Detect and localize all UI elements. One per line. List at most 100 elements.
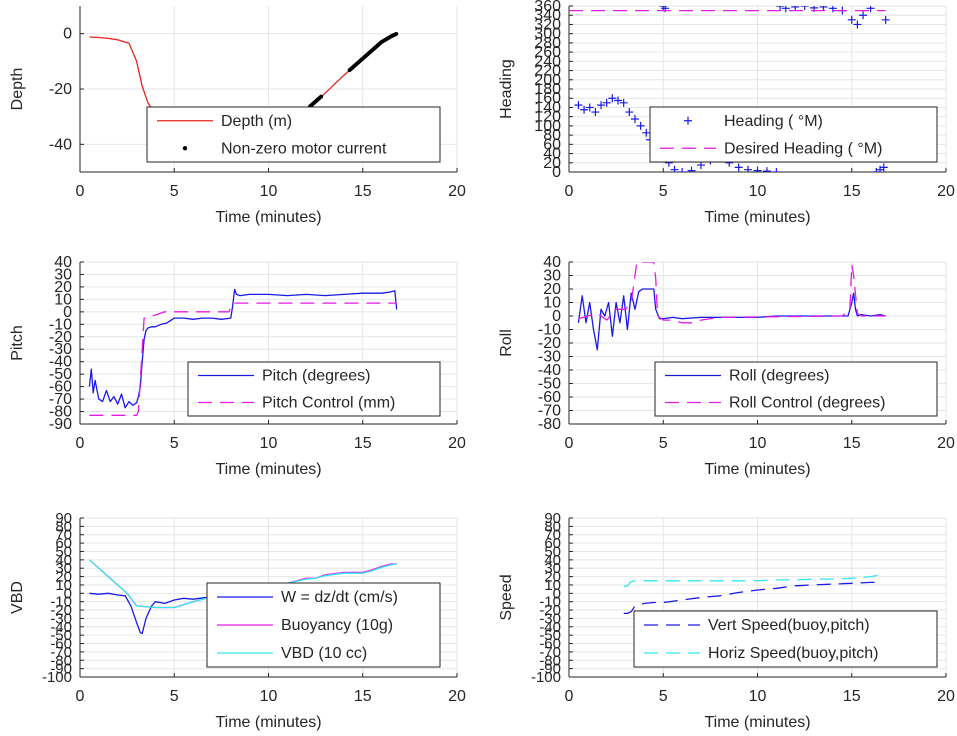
series-2-line [623,574,881,588]
y-tick-label: 20 [543,155,561,172]
data-point [608,94,617,103]
chart-panel-4: 0 5 10 15 20403020100-10-20-30-40-50-60-70-8… [498,254,955,478]
data-point [319,94,324,99]
legend-label: Horiz Speed(buoy,pitch) [708,645,878,662]
data-point [619,98,628,107]
y-tick-label: 10 [544,577,561,594]
y-tick-label: -30 [50,610,72,627]
y-tick-label: -30 [538,349,561,366]
y-tick-label: 60 [55,535,72,552]
legend-label: Pitch (degrees) [262,368,371,385]
y-tick-label: -70 [50,644,72,661]
y-tick-label: 90 [55,510,72,527]
y-tick-label: 320 [534,16,561,33]
data-point [772,168,781,172]
legend-box [654,361,938,417]
y-tick-label: 80 [55,518,72,535]
y-axis-label: Heading [498,59,515,119]
y-tick-label: 280 [534,35,561,52]
data-point [630,114,639,123]
data-point [819,6,828,11]
data-point [580,105,589,114]
series-group [577,262,886,351]
y-tick-label: 40 [54,254,72,271]
x-axis-label: Time (minutes) [704,209,810,226]
legend: Roll (degrees) Roll Control (degrees) [654,361,938,417]
y-tick-label: 240 [534,53,561,70]
data-point [585,103,594,112]
x-tick-label: 20 [448,435,466,452]
x-tick-label: 15 [354,183,372,200]
x-tick-label: 10 [260,435,278,452]
y-tick-label: 0 [63,304,72,321]
y-tick-label: -70 [539,644,561,661]
series-2-line [578,262,886,324]
legend-label: Heading ( °M) [724,113,823,130]
x-tick-label: 10 [260,688,278,705]
series-group [569,6,890,172]
data-point [597,101,606,110]
y-axis-label: Depth [9,68,26,111]
legend-label: Desired Heading ( °M) [724,140,882,157]
y-tick-label: -40 [50,619,72,636]
y-tick-label: -20 [50,602,72,619]
y-tick-label: -20 [538,335,561,352]
y-tick-label: -60 [49,379,72,396]
y-tick-label: 220 [534,63,561,80]
y-tick-label: -80 [49,404,72,421]
y-tick-label: -40 [539,619,561,636]
legend-label: Non-zero motor current [221,140,387,157]
data-point [879,163,888,172]
series-group [623,574,881,615]
x-tick-label: 20 [937,435,955,452]
y-tick-label: -30 [539,610,561,627]
legend-label: Vert Speed(buoy,pitch) [708,617,870,634]
data-point [753,166,762,172]
y-tick-label: -10 [50,594,72,611]
y-tick-label: 0 [63,26,72,43]
y-tick-label: -60 [538,389,561,406]
data-point [828,6,837,13]
x-tick-label: 0 [565,435,574,452]
x-tick-label: 20 [448,688,466,705]
y-tick-label: -80 [538,416,561,433]
y-tick-label: -90 [49,416,72,433]
series-1-line [623,581,880,615]
y-tick-label: 100 [534,118,561,135]
y-tick-label: 40 [543,254,561,271]
y-tick-label: 140 [534,99,561,116]
y-tick-label: -90 [50,661,72,678]
y-tick-label: 40 [55,552,72,569]
x-axis-label: Time (minutes) [704,714,810,731]
y-tick-label: 70 [55,527,72,544]
data-point [781,6,790,13]
legend-label: W = dz/dt (cm/s) [281,589,398,606]
x-tick-label: 20 [448,183,466,200]
y-tick-label: 50 [55,543,72,560]
x-tick-label: 0 [565,183,574,200]
y-tick-label: 0 [64,585,72,602]
data-point [394,31,399,36]
y-tick-label: 40 [544,552,561,569]
chart-panel-2: 0 5 10 15 2002040608010012014016018020022024… [498,0,955,226]
y-axis-label: Speed [498,574,515,620]
y-tick-label: -50 [49,366,72,383]
y-axis-label: Roll [498,329,515,357]
x-tick-label: 5 [659,435,668,452]
legend-box [633,610,938,668]
legend-label: Buoyancy (10g) [281,617,393,634]
data-point [859,11,868,20]
y-axis-label: Pitch [9,325,26,361]
data-point [678,168,687,172]
x-axis-label: Time (minutes) [215,209,321,226]
data-point [574,101,583,110]
y-tick-label: 260 [534,44,561,61]
data-point [642,128,651,137]
y-tick-label: -70 [49,391,72,408]
data-point [602,98,611,107]
y-tick-label: 70 [544,527,561,544]
data-point [636,121,645,130]
y-tick-label: -90 [539,661,561,678]
x-tick-label: 0 [565,688,574,705]
y-tick-label: -40 [49,136,72,153]
